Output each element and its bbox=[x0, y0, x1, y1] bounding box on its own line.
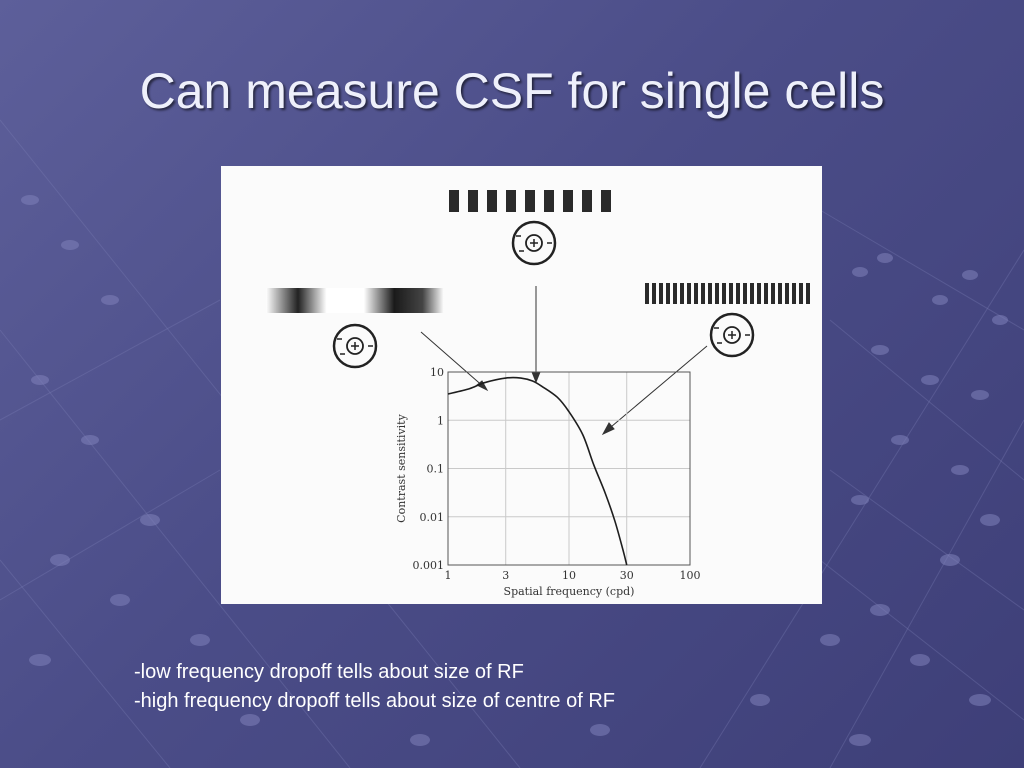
grating-bar bbox=[645, 283, 649, 304]
grating-bar bbox=[764, 283, 768, 304]
slide-title: Can measure CSF for single cells bbox=[139, 63, 885, 119]
grating-bar bbox=[771, 283, 775, 304]
arrow-low-head bbox=[476, 380, 489, 392]
grating-bar bbox=[736, 283, 740, 304]
grating-stimulus-low bbox=[266, 288, 444, 313]
y-tick-label: 10 bbox=[430, 366, 444, 379]
grating-bar bbox=[799, 283, 803, 304]
receptive-field-icon bbox=[511, 220, 557, 266]
note-line: -low frequency dropoff tells about size … bbox=[134, 661, 524, 683]
grating-bar bbox=[525, 190, 535, 212]
grating-bar bbox=[778, 283, 782, 304]
x-tick-label: 30 bbox=[620, 569, 634, 582]
grating-bar bbox=[506, 190, 516, 212]
grating-bar bbox=[722, 283, 726, 304]
grating-bar bbox=[680, 283, 684, 304]
x-tick-label: 3 bbox=[502, 569, 509, 582]
grating-bar bbox=[701, 283, 705, 304]
grating-bar bbox=[743, 283, 747, 304]
grating-bar bbox=[806, 283, 810, 304]
y-tick-label: 0.001 bbox=[413, 559, 445, 572]
x-tick-label: 1 bbox=[445, 569, 452, 582]
grating-bar bbox=[687, 283, 691, 304]
y-tick-label: 0.01 bbox=[420, 511, 445, 524]
grating-bar bbox=[601, 190, 611, 212]
figure-panel: 1 3 10 30 100 10 1 0.1 0.01 0.001 Spatial frequenc… bbox=[221, 166, 822, 604]
grating-bar bbox=[652, 283, 656, 304]
y-tick-label: 1 bbox=[437, 414, 444, 427]
grating-bar bbox=[757, 283, 761, 304]
notes: -low frequency dropoff tells about size … bbox=[134, 658, 615, 716]
x-axis-label: Spatial frequency (cpd) bbox=[504, 585, 635, 598]
plot-frame bbox=[447, 371, 691, 566]
grating-bar bbox=[729, 283, 733, 304]
grating-bar bbox=[563, 190, 573, 212]
grating-bar bbox=[666, 283, 670, 304]
arrow-high-head bbox=[601, 422, 615, 436]
y-tick-label: 0.1 bbox=[427, 463, 445, 476]
grating-bar bbox=[792, 283, 796, 304]
grating-bar bbox=[708, 283, 712, 304]
x-tick-label: 100 bbox=[680, 569, 701, 582]
y-axis-label: Contrast sensitivity bbox=[395, 413, 408, 522]
grating-bar bbox=[487, 190, 497, 212]
grating-stimulus-high bbox=[645, 283, 810, 304]
grating-bar bbox=[715, 283, 719, 304]
note-line: -high frequency dropoff tells about size… bbox=[134, 690, 616, 712]
csf-figure: 1 3 10 30 100 10 1 0.1 0.01 0.001 Spatial frequenc… bbox=[266, 190, 810, 598]
arrow-high bbox=[604, 345, 708, 433]
receptive-field-icon bbox=[332, 323, 378, 369]
series-line bbox=[447, 376, 628, 566]
grating-bar bbox=[659, 283, 663, 304]
grating-bar bbox=[785, 283, 789, 304]
grating-bar bbox=[694, 283, 698, 304]
grating-stimulus-mid bbox=[449, 190, 611, 212]
grating-bar bbox=[750, 283, 754, 304]
grating-bar bbox=[673, 283, 677, 304]
x-tick-label: 10 bbox=[562, 569, 576, 582]
grating-bar bbox=[544, 190, 554, 212]
grating-bar bbox=[449, 190, 459, 212]
grating-bar bbox=[468, 190, 478, 212]
grating-bar bbox=[582, 190, 592, 212]
receptive-field-icon bbox=[709, 312, 755, 358]
arrow-low bbox=[420, 331, 486, 389]
